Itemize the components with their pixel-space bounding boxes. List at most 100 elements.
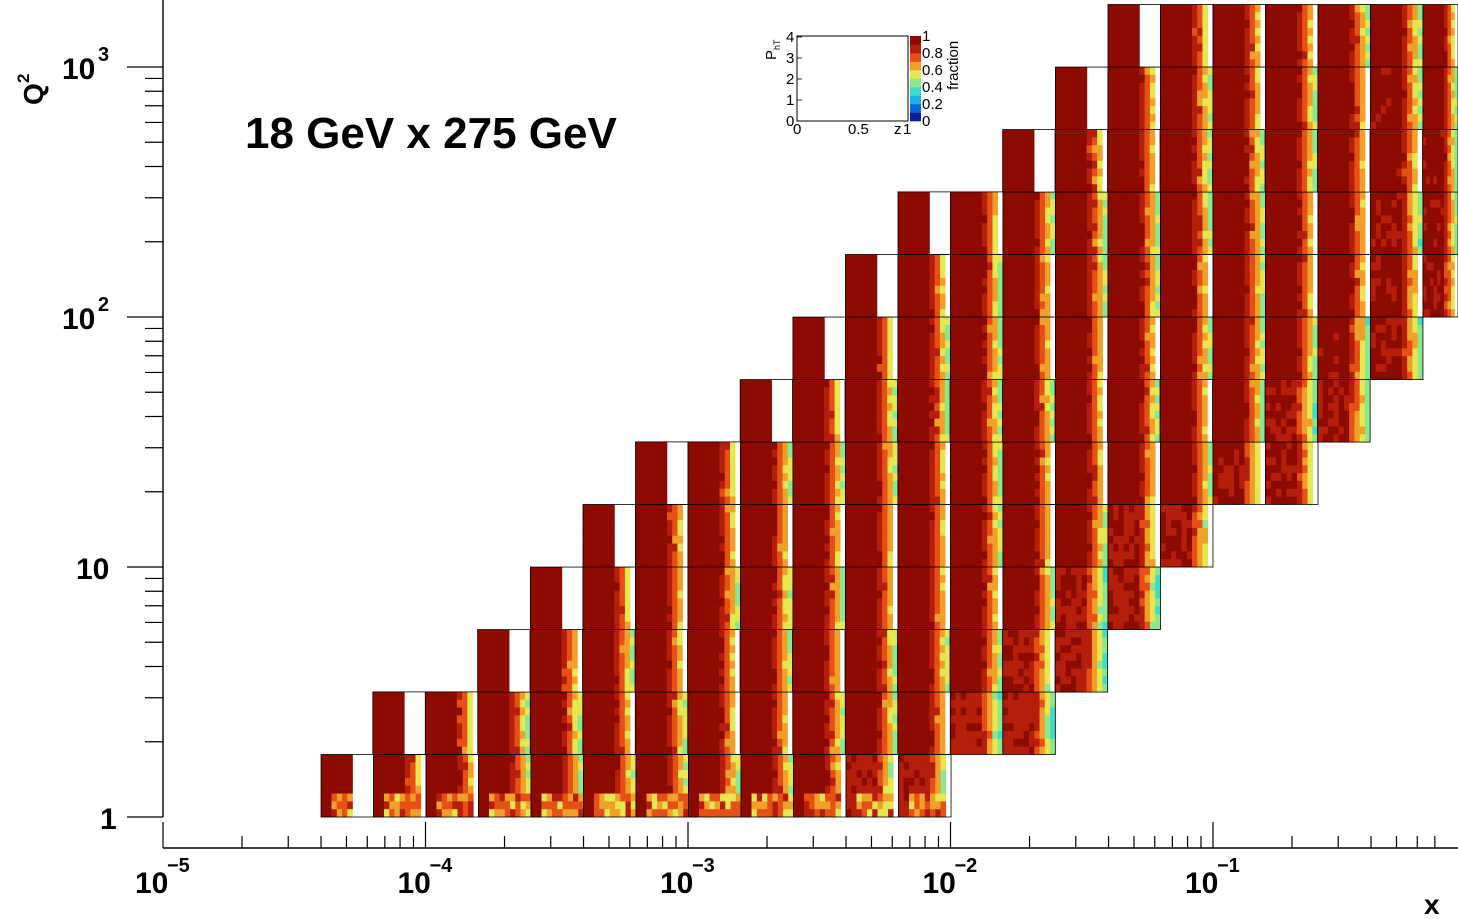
heatmap-cell xyxy=(844,379,899,443)
heatmap-cell xyxy=(1265,66,1319,130)
heatmap-cell xyxy=(1107,316,1161,380)
heatmap-cell xyxy=(688,754,742,818)
y-tick-label: 10 xyxy=(76,553,109,586)
heatmap-cell xyxy=(792,691,846,755)
heatmap-cell xyxy=(1160,316,1214,380)
heatmap-cell xyxy=(950,566,1004,630)
heatmap-cell xyxy=(1264,379,1319,443)
x-tick-label: 10−1 xyxy=(1185,855,1240,900)
heatmap-cell xyxy=(582,566,636,630)
inset-y-tick-label: 3 xyxy=(786,50,794,67)
heatmap-cell xyxy=(635,441,689,505)
heatmap-cell xyxy=(687,691,741,755)
heatmap-cell xyxy=(1317,129,1371,193)
heatmap-cell xyxy=(320,754,374,818)
heatmap-cell xyxy=(1370,4,1424,68)
heatmap-cell xyxy=(1002,191,1056,255)
heatmap-cell xyxy=(1265,4,1319,68)
heatmap-cell xyxy=(740,754,794,818)
heatmap-cell xyxy=(792,441,846,505)
heatmap-cell xyxy=(1107,191,1161,255)
y-axis-title-sup: 2 xyxy=(14,74,33,83)
heatmap-cell xyxy=(1002,379,1056,443)
y-axis-title: Q 2 xyxy=(14,74,49,105)
colorbar-tick-label: 1 xyxy=(922,28,930,45)
heatmap-cell xyxy=(1160,441,1214,505)
heatmap-cell xyxy=(687,566,741,630)
x-tick-label: 10−4 xyxy=(398,855,454,900)
inset-y-tick-label: 1 xyxy=(786,92,794,109)
heatmap-cell xyxy=(634,691,689,755)
heatmap-cell xyxy=(792,566,846,630)
colorbar-tick-label: 0.4 xyxy=(922,79,943,96)
inset-y-tick-label: 0 xyxy=(786,113,794,130)
heatmap-cell xyxy=(1055,441,1109,505)
heatmap-cell xyxy=(1160,4,1214,68)
x-tick-label: 10−3 xyxy=(660,855,715,900)
x-axis: 10−5 10−4 10−3 10−2 10−1 xyxy=(135,822,1436,900)
heatmap-cell xyxy=(1055,566,1109,630)
heatmap-cell xyxy=(739,691,794,755)
heatmap-cell xyxy=(1212,66,1266,130)
heatmap-cell xyxy=(1317,191,1371,255)
heatmap-cell xyxy=(1055,66,1109,130)
heatmap-cell xyxy=(1002,691,1056,755)
heatmap-cell xyxy=(478,754,532,818)
colorbar-tick-label: 0.2 xyxy=(922,96,943,113)
heatmap-cell xyxy=(583,754,637,818)
heatmap-cell xyxy=(1002,629,1056,693)
heatmap-cell xyxy=(1055,316,1109,380)
colorbar-tick-label: 0.6 xyxy=(922,62,943,79)
heatmap-cell xyxy=(897,629,951,693)
colorbar-tick-label: 0 xyxy=(922,113,930,130)
heatmap-cell xyxy=(844,629,899,693)
heatmap-cell xyxy=(635,754,689,818)
heatmap-cell xyxy=(1054,129,1109,193)
heatmap-cell xyxy=(1317,66,1371,130)
heatmap-cell xyxy=(792,629,846,693)
heatmap-cell xyxy=(530,566,584,630)
heatmap-cell xyxy=(582,629,636,693)
heatmap-cell xyxy=(897,504,951,568)
heatmap-cell xyxy=(1265,191,1319,255)
heatmap-cell xyxy=(1159,129,1214,193)
heatmap-cell xyxy=(1002,254,1056,318)
heatmap-cell xyxy=(1107,254,1161,318)
heatmap-cell xyxy=(635,504,689,568)
heatmap-cell xyxy=(1002,566,1056,630)
heatmap-cell xyxy=(1160,191,1214,255)
heatmap-cell xyxy=(1370,316,1424,380)
heatmap-cell xyxy=(1317,316,1371,380)
axis-frame xyxy=(162,0,1458,849)
heatmap-cell xyxy=(373,754,427,818)
heatmap-cell xyxy=(425,754,479,818)
heatmap-cell xyxy=(950,441,1004,505)
heatmap-cell xyxy=(949,379,1004,443)
heatmap-cell xyxy=(845,504,899,568)
y-tick-label: 1 xyxy=(100,803,117,836)
heatmap-cell xyxy=(1107,566,1161,630)
heatmap-cell xyxy=(530,754,584,818)
x-tick-label: 10−5 xyxy=(135,855,190,900)
heatmap-cell xyxy=(845,254,899,318)
inset-x-tick-label: 1 xyxy=(903,121,911,138)
heatmap-cell xyxy=(1212,191,1266,255)
heatmap-cell xyxy=(1160,254,1214,318)
x-tick-label: 10−2 xyxy=(923,855,978,900)
inset-x-title: z xyxy=(894,121,902,138)
heatmap-cell xyxy=(477,629,531,693)
heatmap-cell xyxy=(792,379,846,443)
heatmap-cell xyxy=(845,316,899,380)
heatmap-cell xyxy=(1317,4,1371,68)
heatmap-cell xyxy=(1422,191,1458,255)
heatmap-cell xyxy=(1159,379,1214,443)
heatmap-cell xyxy=(529,691,584,755)
heatmap-cell xyxy=(1107,504,1161,568)
y-axis-title-base: Q xyxy=(18,83,49,105)
heatmap-cell xyxy=(845,441,899,505)
colorbar-tick-label: 0.8 xyxy=(922,45,943,62)
heatmap-cell xyxy=(950,504,1004,568)
